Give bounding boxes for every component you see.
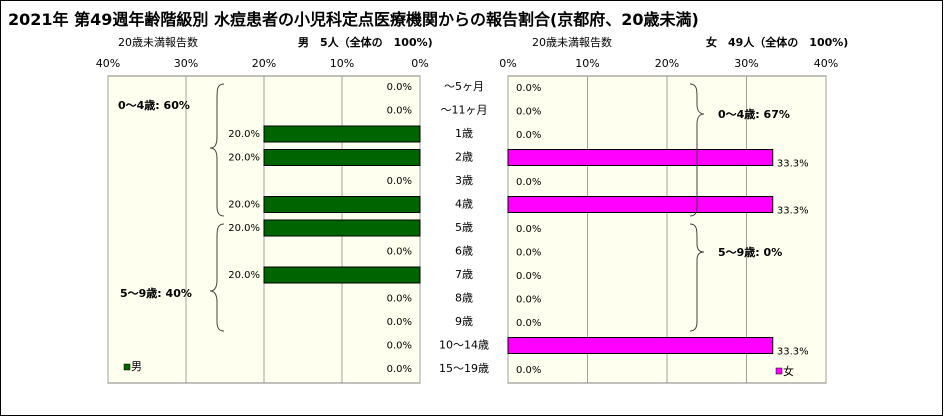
female-data-label: 0.0% <box>516 271 541 282</box>
left-legend-label: 男 <box>131 360 142 373</box>
right-x-tick-label: 0% <box>499 57 516 70</box>
chart-title: 2021年 第49週年齢階級別 水痘患者の小児科定点医療機関からの報告割合(京都… <box>8 10 699 29</box>
left-panel-count-label: 20歳未満報告数 <box>118 36 198 49</box>
female-data-label: 0.0% <box>516 83 541 94</box>
right-group-label-0-4: 0～4歳: 67% <box>718 107 790 121</box>
category-label: 8歳 <box>455 292 473 305</box>
female-data-label: 0.0% <box>516 224 541 235</box>
female-data-label: 0.0% <box>516 248 541 259</box>
right-brace-5-9 <box>689 223 705 332</box>
left-x-tick-label: 20% <box>252 57 276 70</box>
male-data-label: 0.0% <box>387 317 412 328</box>
right-x-tick-label: 30% <box>734 57 758 70</box>
right-panel-count-label: 20歳未満報告数 <box>532 36 612 49</box>
left-x-tick-label: 10% <box>330 57 354 70</box>
female-data-label: 0.0% <box>516 295 541 306</box>
right-panel-gender-summary: 女 49人（全体の 100%) <box>706 36 849 49</box>
male-data-label: 0.0% <box>387 294 412 305</box>
female-bar <box>507 337 774 354</box>
male-data-label: 20.0% <box>228 153 260 164</box>
male-bar <box>263 125 421 143</box>
male-bar <box>263 219 421 237</box>
category-label: 15～19歳 <box>439 362 489 375</box>
left-legend-swatch <box>123 363 131 371</box>
category-label: 4歳 <box>455 198 473 211</box>
female-data-label: 33.3% <box>777 206 809 217</box>
right-x-tick-label: 40% <box>814 57 838 70</box>
female-data-label: 0.0% <box>516 130 541 141</box>
category-label: ～5ヶ月 <box>444 80 484 93</box>
male-data-label: 20.0% <box>228 129 260 140</box>
male-data-label: 0.0% <box>387 106 412 117</box>
category-label: 9歳 <box>455 315 473 328</box>
male-data-label: 0.0% <box>387 176 412 187</box>
male-data-label: 20.0% <box>228 270 260 281</box>
left-group-label-0-4: 0～4歳: 60% <box>118 98 190 112</box>
female-data-label: 0.0% <box>516 365 541 376</box>
female-data-label: 33.3% <box>777 159 809 170</box>
male-data-label: 0.0% <box>387 82 412 93</box>
left-brace-5-9 <box>209 223 225 332</box>
female-data-label: 0.0% <box>516 177 541 188</box>
male-bar <box>263 196 421 213</box>
female-data-label: 33.3% <box>777 347 809 358</box>
left-x-tick-label: 30% <box>174 57 198 70</box>
right-legend-label: 女 <box>783 364 794 378</box>
left-x-tick-label: 0% <box>411 57 428 70</box>
male-data-label: 0.0% <box>387 247 412 258</box>
category-label: 6歳 <box>455 245 473 258</box>
right-legend-swatch <box>775 367 783 375</box>
male-bar <box>263 266 421 284</box>
category-label: 10～14歳 <box>439 339 489 352</box>
right-x-tick-label: 20% <box>655 57 679 70</box>
left-x-tick-label: 40% <box>96 57 120 70</box>
category-label: 7歳 <box>455 268 473 281</box>
category-label: 2歳 <box>455 151 473 164</box>
female-bar <box>507 149 774 166</box>
female-data-label: 0.0% <box>516 318 541 329</box>
right-group-label-5-9: 5～9歳: 0% <box>718 245 782 259</box>
category-label: ～11ヶ月 <box>441 104 488 117</box>
female-bar <box>507 196 774 213</box>
male-data-label: 20.0% <box>228 200 260 211</box>
left-panel-gender-summary: 男 5人（全体の 100%) <box>298 36 433 49</box>
category-label: 1歳 <box>455 127 473 140</box>
left-brace-0-4 <box>209 83 225 217</box>
male-data-label: 20.0% <box>228 223 260 234</box>
male-bar <box>263 149 421 166</box>
category-label: 3歳 <box>455 174 473 187</box>
female-data-label: 0.0% <box>516 107 541 118</box>
right-brace-0-4 <box>689 83 705 217</box>
right-x-tick-label: 10% <box>575 57 599 70</box>
male-data-label: 0.0% <box>387 364 412 375</box>
category-label: 5歳 <box>455 221 473 234</box>
male-data-label: 0.0% <box>387 341 412 352</box>
left-group-label-5-9: 5～9歳: 40% <box>120 286 192 300</box>
